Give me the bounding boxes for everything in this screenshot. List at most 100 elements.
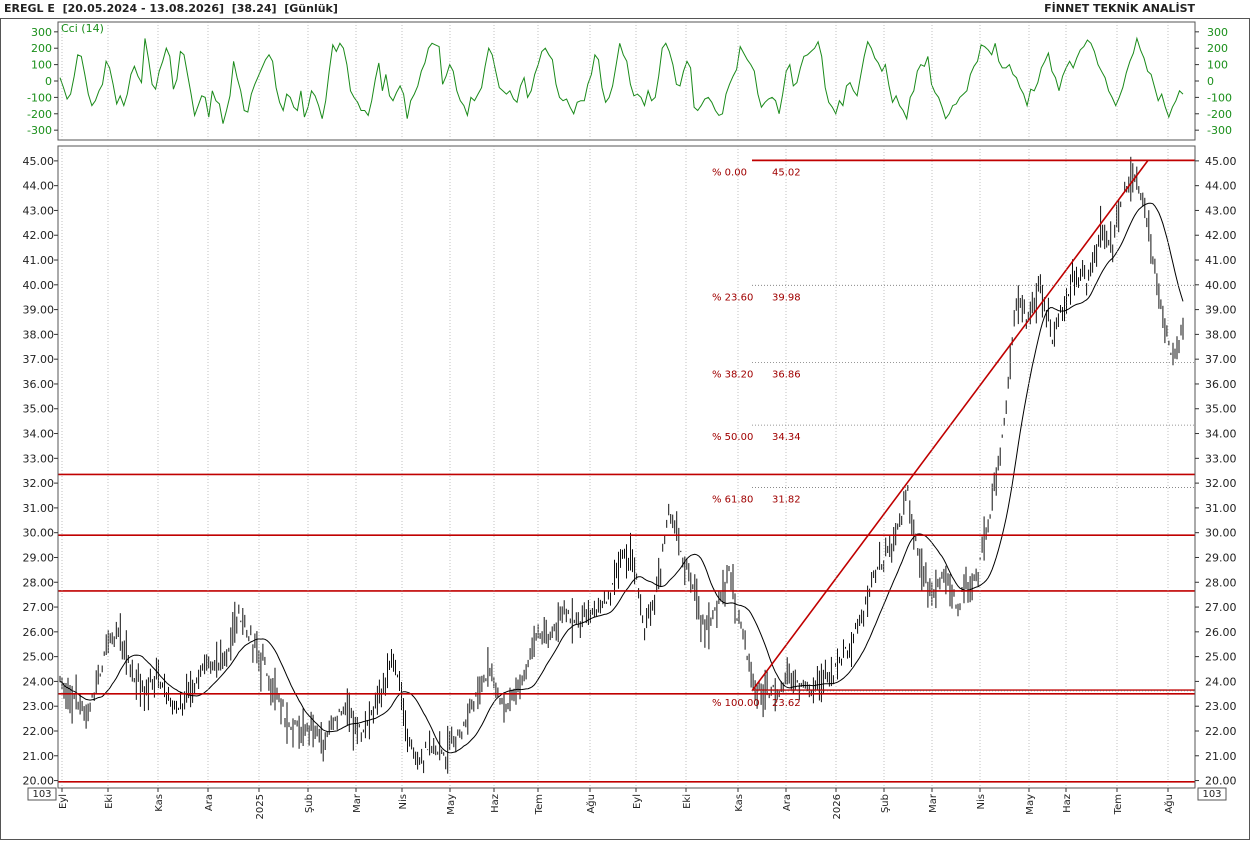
month-label: Ara <box>204 794 215 811</box>
price-tick-label-right: 35.00 <box>1205 403 1237 416</box>
cci-label: Cci (14) <box>61 22 104 35</box>
fib-value-label: 23.62 <box>772 698 801 709</box>
price-tick-label-left: 24.00 <box>23 675 55 688</box>
cci-tick-label-left: -300 <box>27 124 52 137</box>
price-tick-label-right: 36.00 <box>1205 378 1237 391</box>
cci-tick-label-right: 100 <box>1207 59 1228 72</box>
outer-frame <box>0 18 1250 840</box>
price-tick-label-left: 20.00 <box>23 775 55 788</box>
month-label: Tem <box>534 794 545 815</box>
price-tick-label-right: 27.00 <box>1205 601 1237 614</box>
cci-tick-label-left: 300 <box>31 26 52 39</box>
price-panel: % 0.00 45.02 % 23.60 39.98 % 38.20 36.86 % 50.… <box>58 156 1195 783</box>
month-label: May <box>446 794 457 815</box>
last-price: [38.24] <box>231 2 277 15</box>
month-label: Ağu <box>1163 794 1175 814</box>
price-tick-label-left: 34.00 <box>23 428 55 441</box>
cci-panel <box>59 36 1184 124</box>
price-tick-label-left: 31.00 <box>23 502 55 515</box>
price-tick-label-left: 43.00 <box>23 204 55 217</box>
month-label: Kas <box>154 794 165 812</box>
fib-value-label: 34.34 <box>772 432 801 443</box>
price-tick-label-right: 34.00 <box>1205 428 1237 441</box>
unit-label: 103 <box>1202 789 1221 800</box>
cci-tick-label-left: 0 <box>45 75 52 88</box>
unit-box <box>1197 787 1227 801</box>
price-tick-label-left: 36.00 <box>23 378 55 391</box>
cci-tick-label-left: -100 <box>27 91 52 104</box>
price-tick-label-right: 45.00 <box>1205 155 1237 168</box>
price-tick-label-left: 41.00 <box>23 254 55 267</box>
price-tick-label-left: 44.00 <box>23 180 55 193</box>
fib-value-label: 39.98 <box>772 292 801 303</box>
cci-tick-label-right: 300 <box>1207 26 1228 39</box>
brand-label: FİNNET TEKNİK ANALİST <box>1044 2 1195 15</box>
month-label: Haz <box>490 794 501 813</box>
month-label: Şub <box>880 794 891 813</box>
ticker: EREGL E <box>4 2 55 15</box>
date-range: [20.05.2024 - 13.08.2026] <box>62 2 225 15</box>
month-label: Tem <box>1113 794 1124 815</box>
moving-average-line <box>59 202 1184 754</box>
cci-tick-label-left: 100 <box>31 59 52 72</box>
price-bars <box>59 156 1184 774</box>
fib-pct-label: % 38.20 <box>712 370 753 381</box>
price-tick-label-right: 29.00 <box>1205 551 1237 564</box>
month-label: Eyl <box>632 794 643 809</box>
cci-tick-label-right: 200 <box>1207 42 1228 55</box>
fib-pct-label: % 50.00 <box>712 432 753 443</box>
price-tick-label-left: 32.00 <box>23 477 55 490</box>
month-label: Mar <box>928 793 939 813</box>
price-tick-label-right: 30.00 <box>1205 527 1237 540</box>
price-tick-label-right: 39.00 <box>1205 304 1237 317</box>
month-label: 2026 <box>832 794 843 819</box>
price-tick-label-right: 32.00 <box>1205 477 1237 490</box>
month-label: Ağu <box>585 794 597 814</box>
price-tick-label-left: 27.00 <box>23 601 55 614</box>
month-label: 2025 <box>255 794 266 819</box>
month-label: Nis <box>976 794 987 809</box>
price-tick-label-right: 33.00 <box>1205 452 1237 465</box>
price-tick-label-left: 26.00 <box>23 626 55 639</box>
month-label: Haz <box>1062 794 1073 813</box>
unit-label: 103 <box>32 789 51 800</box>
cci-frame <box>57 21 1196 141</box>
month-label: May <box>1025 794 1036 815</box>
price-tick-label-left: 45.00 <box>23 155 55 168</box>
month-label: Kas <box>734 794 745 812</box>
price-tick-label-right: 21.00 <box>1205 750 1237 763</box>
month-label: Şub <box>304 794 315 813</box>
fib-value-label: 45.02 <box>772 167 801 178</box>
price-tick-label-left: 23.00 <box>23 700 55 713</box>
price-tick-label-left: 39.00 <box>23 304 55 317</box>
cci-line <box>59 36 1184 124</box>
fib-pct-label: % 23.60 <box>712 292 753 303</box>
cci-tick-label-right: -300 <box>1207 124 1232 137</box>
fib-value-label: 36.86 <box>772 370 801 381</box>
chart-title: EREGL E [20.05.2024 - 13.08.2026] [38.24… <box>4 2 338 15</box>
price-tick-label-left: 33.00 <box>23 452 55 465</box>
month-label: Mar <box>352 793 363 813</box>
price-tick-label-left: 35.00 <box>23 403 55 416</box>
fib-pct-label: % 100.00 <box>712 698 760 709</box>
price-tick-label-left: 22.00 <box>23 725 55 738</box>
cci-tick-label-left: 200 <box>31 42 52 55</box>
price-tick-label-left: 38.00 <box>23 328 55 341</box>
price-tick-label-left: 37.00 <box>23 353 55 366</box>
price-tick-label-right: 43.00 <box>1205 204 1237 217</box>
price-tick-label-right: 24.00 <box>1205 675 1237 688</box>
price-tick-label-right: 38.00 <box>1205 328 1237 341</box>
month-label: Eki <box>682 794 693 809</box>
cci-tick-label-left: -200 <box>27 108 52 121</box>
price-tick-label-left: 25.00 <box>23 651 55 664</box>
price-tick-label-right: 28.00 <box>1205 576 1237 589</box>
cci-tick-label-right: -100 <box>1207 91 1232 104</box>
month-label: Nis <box>398 794 409 809</box>
price-tick-label-left: 40.00 <box>23 279 55 292</box>
month-label: Ara <box>782 794 793 811</box>
period: [Günlük] <box>284 2 338 15</box>
trendline <box>751 159 1149 692</box>
price-tick-label-right: 22.00 <box>1205 725 1237 738</box>
price-tick-label-left: 29.00 <box>23 551 55 564</box>
